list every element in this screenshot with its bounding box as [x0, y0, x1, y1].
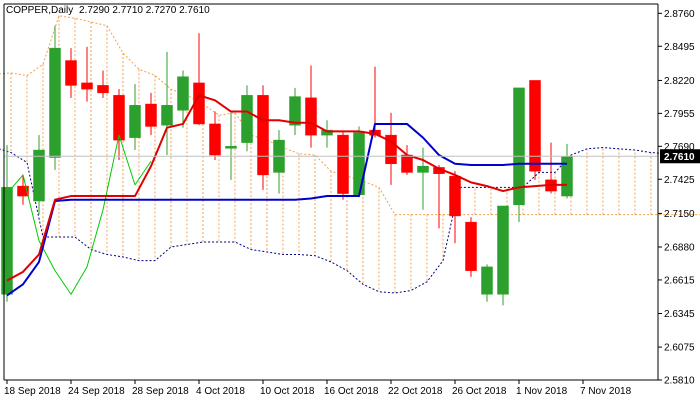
x-tick-label: 28 Sep 2018 — [132, 386, 189, 397]
x-tick-label: 10 Oct 2018 — [260, 386, 315, 397]
y-tick-label: 2.6345 — [664, 309, 695, 320]
y-tick-label: 2.7955 — [664, 109, 695, 120]
candle-bull — [225, 146, 237, 149]
y-tick-label: 2.8220 — [664, 76, 695, 87]
x-tick-label: 16 Oct 2018 — [324, 386, 379, 397]
candle-bull — [289, 96, 301, 126]
candle-bull — [177, 76, 189, 111]
x-tick-label: 7 Nov 2018 — [580, 386, 632, 397]
y-tick-label: 2.7150 — [664, 209, 695, 220]
x-tick-label: 22 Oct 2018 — [388, 386, 443, 397]
candle-bear — [257, 95, 269, 176]
candle-bear — [305, 97, 317, 136]
candle-bear — [113, 95, 125, 141]
y-tick-label: 2.7690 — [664, 142, 695, 153]
senkou-span-b — [0, 147, 700, 294]
indicator-lines — [4, 94, 658, 297]
axes: 2.8760 2.8495 2.8220 2.7955 2.7690 2.7425 2.71… — [3, 3, 700, 397]
candle-bear — [81, 82, 93, 90]
candle-bull — [321, 129, 333, 136]
candle-bear — [17, 185, 29, 197]
y-tick-label: 2.5810 — [664, 376, 695, 387]
senkou-span-b-line — [0, 147, 700, 294]
candle-bear — [145, 103, 157, 127]
y-tick-label: 2.8760 — [664, 9, 695, 20]
chart-ohlc-readout: 2.7290 2.7710 2.7270 2.7610 — [79, 5, 210, 16]
y-tick-label: 2.6075 — [664, 343, 695, 354]
candle-bear — [97, 85, 109, 94]
y-tick-label: 2.6615 — [664, 275, 695, 286]
candle-bear — [449, 175, 461, 217]
candle-bull — [353, 132, 365, 196]
candle-bull — [33, 149, 45, 202]
candle-bear — [529, 80, 541, 172]
y-tick-label: 2.6880 — [664, 243, 695, 254]
candle-bull — [129, 105, 141, 138]
candle-bull — [1, 187, 13, 295]
x-tick-label: 4 Oct 2018 — [196, 386, 245, 397]
candle-bear — [337, 134, 349, 194]
x-tick-label: 18 Sep 2018 — [4, 386, 61, 397]
candle-bull — [481, 266, 493, 295]
candle-bull — [497, 205, 509, 295]
x-tick-label: 26 Oct 2018 — [452, 386, 507, 397]
candle-bear — [209, 123, 221, 156]
x-tick-label: 1 Nov 2018 — [516, 386, 568, 397]
y-tick-label: 2.8495 — [664, 42, 695, 53]
candle-bull — [513, 87, 525, 205]
candles — [1, 25, 573, 306]
candle-bear — [65, 60, 77, 86]
chart-symbol-label: COPPER,Daily — [6, 5, 73, 16]
candle-bear — [385, 134, 397, 164]
tenkan-sen-line — [6, 94, 567, 282]
candle-bear — [401, 154, 413, 173]
candle-bull — [49, 47, 61, 158]
candle-bull — [241, 95, 253, 143]
chikou-span-line — [6, 134, 152, 295]
y-tick-label: 2.7425 — [664, 175, 695, 186]
candle-bull — [561, 156, 573, 197]
current-price-label-bg — [660, 149, 700, 164]
candle-bull — [417, 165, 429, 173]
candle-bear — [465, 221, 477, 271]
x-tick-label: 24 Sep 2018 — [68, 386, 125, 397]
kijun-sen-line — [6, 122, 567, 297]
candle-bull — [161, 105, 173, 126]
current-price-label: 2.7610 — [664, 152, 695, 163]
